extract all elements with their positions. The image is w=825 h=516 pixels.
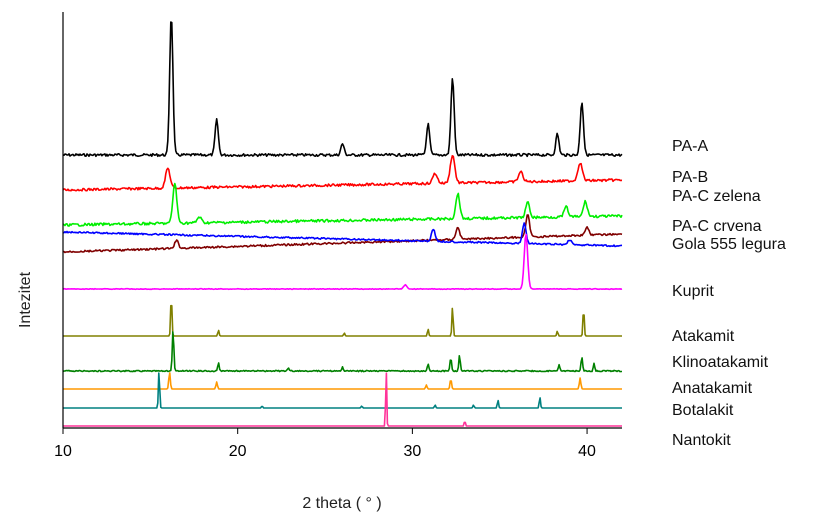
- x-tick-label-40: 40: [578, 443, 596, 460]
- x-tick-label-20: 20: [229, 443, 247, 460]
- series-label-botalakit: Botalakit: [672, 402, 734, 419]
- x-ticks: 10 20 30 40: [54, 428, 596, 460]
- series-line-pa-a: [62, 21, 623, 158]
- series-label-pa-b: PA-B: [672, 169, 708, 186]
- series-label-kuprit: Kuprit: [672, 283, 714, 300]
- series-line-pa-b: [62, 155, 623, 192]
- series-line-pa-c-crvena: [63, 214, 623, 254]
- traces: [62, 21, 623, 427]
- x-tick-label-10: 10: [54, 443, 72, 460]
- series-line-pa-c-zelena: [62, 182, 623, 227]
- series-label-nantokit: Nantokit: [672, 432, 731, 449]
- y-axis-title: Intezitet: [17, 271, 34, 328]
- series-line-nantokit: [63, 372, 622, 427]
- series-line-atakamit: [63, 304, 622, 337]
- series-label-gola-555-legura: Gola 555 legura: [672, 236, 786, 253]
- series-line-klinoatakamit: [62, 331, 622, 373]
- series-line-kuprit: [62, 233, 623, 291]
- x-axis-title: 2 theta ( ° ): [302, 495, 381, 512]
- series-label-pa-c-zelena: PA-C zelena: [672, 188, 761, 205]
- series-label-atakamit: Atakamit: [672, 328, 735, 345]
- x-tick-label-30: 30: [403, 443, 421, 460]
- series-line-gola-555-legura: [63, 222, 623, 248]
- series-label-pa-a: PA-A: [672, 138, 708, 155]
- series-line-botalakit: [63, 372, 622, 409]
- series-label-klinoatakamit: Klinoatakamit: [672, 354, 769, 371]
- series-line-anatakamit: [63, 372, 622, 390]
- series-label-anatakamit: Anatakamit: [672, 380, 753, 397]
- series-label-pa-c-crvena: PA-C crvena: [672, 218, 762, 235]
